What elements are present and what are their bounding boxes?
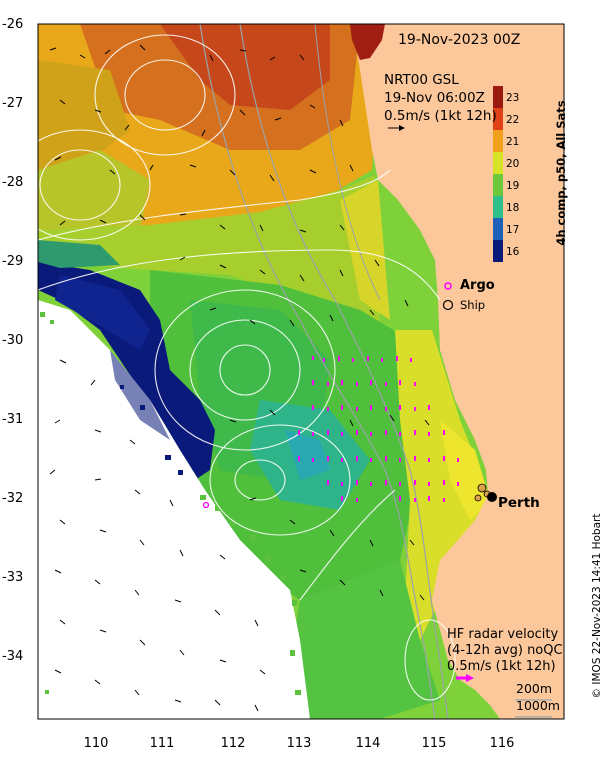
lat-tick: -30 <box>2 333 24 348</box>
depth-label-1000m: 1000m <box>516 698 560 713</box>
altimetry-label-line1: NRT00 GSL <box>384 72 459 88</box>
altimetry-label-line2: 19-Nov 06:00Z <box>384 90 485 106</box>
lat-tick: -33 <box>2 570 24 585</box>
legend-ship-label: Ship <box>460 298 486 312</box>
lon-tick: 114 <box>355 736 381 751</box>
sst-field <box>38 24 564 719</box>
map-title: 19-Nov-2023 00Z <box>398 32 521 48</box>
ship-legend-symbol <box>442 299 454 311</box>
perth-marker <box>487 492 497 502</box>
hf-label-line1: HF radar velocity <box>447 627 559 642</box>
lon-tick: 113 <box>286 736 312 751</box>
city-label-perth: Perth <box>498 495 540 511</box>
lat-tick: -26 <box>2 17 24 32</box>
lat-tick: -29 <box>2 254 24 269</box>
altimetry-label-line3: 0.5m/s (1kt 12h) <box>384 108 497 124</box>
colorbar <box>493 86 503 262</box>
colorbar-tick: 17 <box>506 224 520 236</box>
colorbar-tick: 23 <box>506 92 520 104</box>
legend-argo-label: Argo <box>460 278 495 293</box>
argo-legend-symbol <box>444 282 452 290</box>
colorbar-title: 4h comp, p50, All Sats <box>554 100 568 246</box>
colorbar-tick: 20 <box>506 158 520 170</box>
lat-tick: -34 <box>2 649 24 664</box>
lat-tick: -32 <box>2 491 24 506</box>
depth-label-200m: 200m <box>516 681 553 696</box>
velocity-arrows <box>49 44 430 712</box>
colorbar-tick: 19 <box>506 180 520 192</box>
argo-float-marker <box>202 501 210 509</box>
hf-label-line2: (4-12h avg) noQC <box>447 643 563 658</box>
lon-tick: 110 <box>83 736 109 751</box>
lon-tick: 112 <box>220 736 246 751</box>
colorbar-tick: 16 <box>506 246 520 258</box>
land-mass <box>352 24 564 719</box>
lat-tick: -31 <box>2 412 24 427</box>
hf-label-line3: 0.5m/s (1kt 12h) <box>447 659 556 674</box>
credit-text: © IMOS 22-Nov-2023 14:41 Hobart <box>591 513 603 699</box>
colorbar-tick: 18 <box>506 202 520 214</box>
lat-tick: -28 <box>2 175 24 190</box>
colorbar-tick: 22 <box>506 114 520 126</box>
lon-tick: 116 <box>489 736 515 751</box>
lon-tick: 111 <box>149 736 175 751</box>
lon-tick: 115 <box>421 736 447 751</box>
colorbar-tick: 21 <box>506 136 520 148</box>
lat-tick: -27 <box>2 96 24 111</box>
